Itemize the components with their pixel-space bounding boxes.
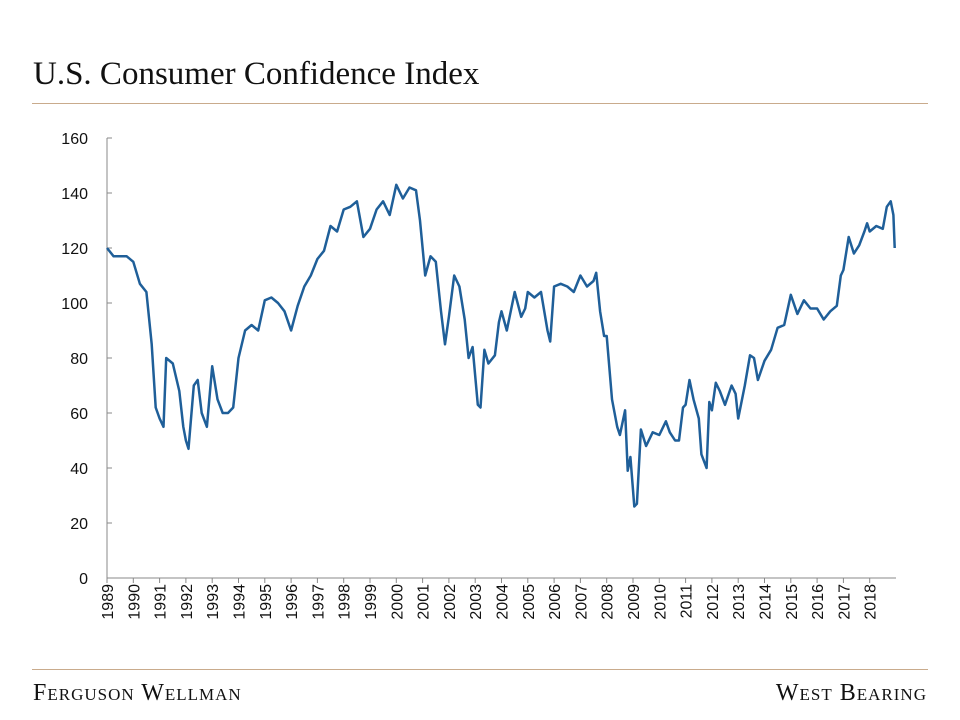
divider bbox=[32, 669, 928, 670]
footer-left: Ferguson Wellman bbox=[33, 680, 242, 706]
x-tick-label: 2012 bbox=[705, 584, 722, 620]
footer-right: West Bearing bbox=[775, 680, 927, 706]
y-tick-label: 140 bbox=[61, 186, 88, 203]
x-tick-label: 2000 bbox=[389, 584, 406, 620]
x-tick-label: 2017 bbox=[836, 584, 853, 620]
data-line bbox=[106, 183, 896, 508]
x-tick-label: 2013 bbox=[731, 584, 748, 620]
x-tick-label: 2016 bbox=[810, 584, 827, 620]
x-tick-label: 2015 bbox=[784, 584, 801, 620]
x-tick-label: 1990 bbox=[126, 584, 143, 620]
x-tick-label: 1991 bbox=[153, 584, 170, 620]
x-tick-label: 2009 bbox=[626, 584, 643, 620]
x-tick-label: 2004 bbox=[495, 584, 512, 620]
chart-title: U.S. Consumer Confidence Index bbox=[33, 56, 480, 92]
y-tick-label: 80 bbox=[70, 351, 88, 368]
y-tick-label: 0 bbox=[79, 571, 88, 588]
x-tick-label: 2014 bbox=[758, 584, 775, 620]
y-tick-label: 120 bbox=[61, 241, 88, 258]
x-tick-label: 2006 bbox=[547, 584, 564, 620]
x-tick-label: 2005 bbox=[521, 584, 538, 620]
x-tick-label: 1995 bbox=[258, 584, 275, 620]
x-tick-label: 1999 bbox=[363, 584, 380, 620]
x-tick-label: 2001 bbox=[416, 584, 433, 620]
divider bbox=[32, 103, 928, 104]
x-tick-label: 2018 bbox=[863, 584, 880, 620]
x-tick-label: 2011 bbox=[679, 584, 696, 619]
y-tick-label: 160 bbox=[61, 131, 88, 148]
x-tick-label: 1989 bbox=[100, 584, 117, 620]
x-tick-label: 1994 bbox=[232, 584, 249, 620]
x-tick-label: 2008 bbox=[600, 584, 617, 620]
x-tick-label: 1993 bbox=[205, 584, 222, 620]
y-tick-label: 40 bbox=[70, 461, 88, 478]
x-tick-label: 1996 bbox=[284, 584, 301, 620]
x-tick-label: 2010 bbox=[652, 584, 669, 620]
y-tick-label: 20 bbox=[70, 516, 88, 533]
y-tick-label: 100 bbox=[61, 296, 88, 313]
x-tick-label: 2002 bbox=[442, 584, 459, 620]
x-tick-label: 1997 bbox=[310, 584, 327, 620]
y-tick-label: 60 bbox=[70, 406, 88, 423]
x-tick-label: 1998 bbox=[337, 584, 354, 620]
x-tick-label: 2007 bbox=[573, 584, 590, 620]
x-tick-label: 1992 bbox=[179, 584, 196, 620]
x-tick-label: 2003 bbox=[468, 584, 485, 620]
